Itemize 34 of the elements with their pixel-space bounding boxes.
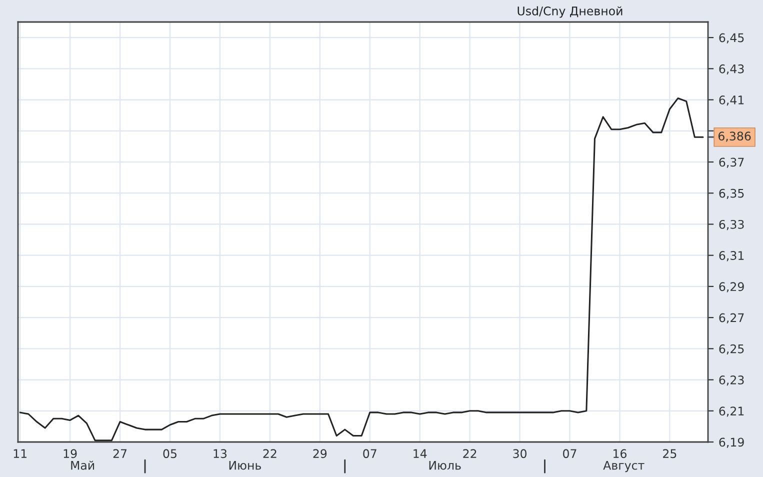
x-tick-label: 07 [363, 449, 376, 458]
x-tick-label: 27 [113, 449, 127, 458]
y-tick-label: 6,23 [719, 376, 744, 386]
x-tick-label: 29 [313, 449, 327, 458]
chart-title: Usd/Cny Дневной [518, 6, 622, 18]
x-tick-label: 30 [513, 449, 527, 458]
x-tick-label: 16 [614, 449, 626, 458]
line-series [19, 97, 704, 442]
y-tick-label: 6,35 [719, 188, 744, 199]
y-tick-label: 6,41 [719, 96, 744, 106]
x-tick-label: 22 [463, 449, 476, 458]
y-tick-label: 6,29 [719, 282, 744, 292]
x-tick-label: 22 [263, 449, 276, 458]
y-tick-label: 6,19 [719, 438, 744, 448]
x-tick-label: 25 [663, 449, 676, 458]
text: Июнь [229, 461, 261, 470]
y-tick-label: 6,21 [719, 406, 744, 417]
text: 6,386 [718, 132, 751, 142]
text: Май [71, 460, 94, 470]
y-tick-label: 6,25 [719, 344, 744, 355]
y-tick-label: 6,43 [719, 64, 744, 75]
y-tick-label: 6,37 [719, 158, 744, 168]
x-tick-label: 14 [414, 449, 427, 458]
y-tick-label: 6,45 [719, 33, 744, 44]
x-tick-label: 13 [214, 449, 227, 458]
x-tick-label: 11 [14, 449, 27, 458]
y-tick-label: 6,27 [719, 313, 744, 324]
x-tick-label: 07 [563, 449, 576, 458]
y-tick-label: 6,33 [719, 220, 744, 230]
text: Июль [429, 461, 461, 470]
text: Август [603, 461, 644, 472]
y-tick-label: 6,31 [719, 251, 744, 262]
x-tick-label: 05 [163, 449, 176, 458]
x-tick-label: 19 [64, 449, 77, 458]
